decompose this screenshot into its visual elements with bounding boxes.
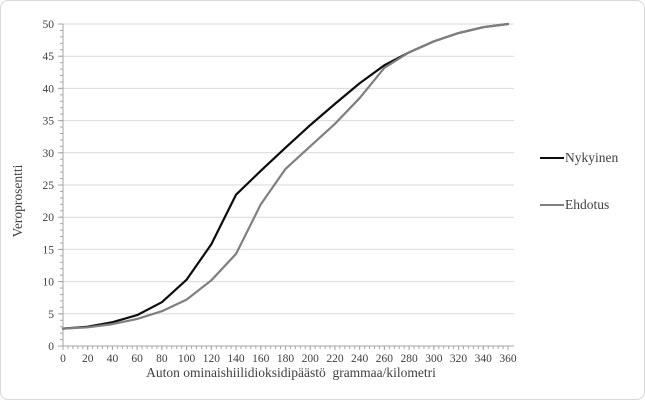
legend: Nykyinen Ehdotus bbox=[540, 150, 618, 244]
svg-text:320: 320 bbox=[450, 353, 468, 365]
svg-text:180: 180 bbox=[277, 353, 295, 365]
svg-text:340: 340 bbox=[475, 353, 493, 365]
svg-text:140: 140 bbox=[227, 353, 245, 365]
x-axis-title: Auton ominaishiilidioksidipäästö grammaa… bbox=[146, 365, 436, 380]
svg-text:25: 25 bbox=[43, 180, 55, 192]
svg-text:240: 240 bbox=[351, 353, 369, 365]
svg-text:300: 300 bbox=[425, 353, 443, 365]
svg-text:10: 10 bbox=[43, 277, 55, 289]
svg-text:40: 40 bbox=[43, 83, 55, 95]
svg-text:15: 15 bbox=[43, 244, 55, 256]
legend-item-ehdotus: Ehdotus bbox=[540, 197, 618, 213]
svg-text:50: 50 bbox=[43, 19, 55, 31]
ehdotus-line-swatch bbox=[540, 204, 564, 206]
svg-text:20: 20 bbox=[43, 212, 55, 224]
svg-text:280: 280 bbox=[400, 353, 418, 365]
svg-text:20: 20 bbox=[82, 353, 94, 365]
svg-text:0: 0 bbox=[60, 353, 66, 365]
legend-label-ehdotus: Ehdotus bbox=[565, 197, 610, 212]
svg-text:45: 45 bbox=[43, 51, 55, 63]
svg-text:60: 60 bbox=[131, 353, 143, 365]
svg-text:80: 80 bbox=[156, 353, 168, 365]
svg-text:200: 200 bbox=[302, 353, 320, 365]
y-axis-title: Veroprosentti bbox=[10, 164, 25, 238]
svg-text:40: 40 bbox=[107, 353, 119, 365]
svg-text:220: 220 bbox=[326, 353, 344, 365]
svg-text:260: 260 bbox=[376, 353, 394, 365]
svg-text:160: 160 bbox=[252, 353, 270, 365]
svg-text:360: 360 bbox=[499, 353, 517, 365]
nykyinen-line-swatch bbox=[540, 157, 564, 159]
svg-text:0: 0 bbox=[48, 341, 54, 353]
svg-text:100: 100 bbox=[178, 353, 196, 365]
legend-item-nykyinen: Nykyinen bbox=[540, 150, 618, 166]
svg-text:35: 35 bbox=[43, 116, 55, 128]
svg-text:5: 5 bbox=[48, 309, 54, 321]
legend-label-nykyinen: Nykyinen bbox=[565, 150, 619, 165]
svg-text:120: 120 bbox=[203, 353, 221, 365]
svg-text:30: 30 bbox=[43, 148, 55, 160]
